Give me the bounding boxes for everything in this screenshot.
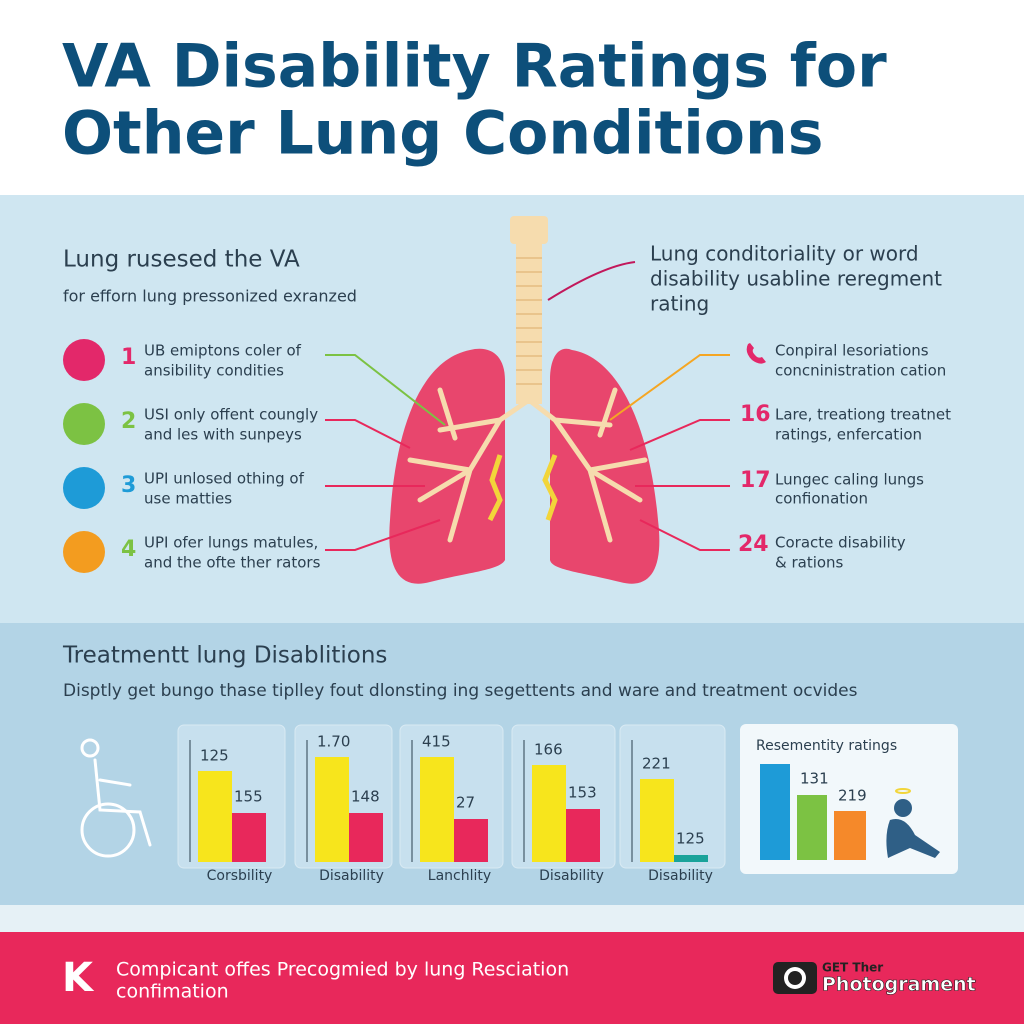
item-text: Lare, treationg treatnet (775, 406, 951, 424)
item-number: 24 (738, 532, 769, 557)
person-icon (886, 788, 940, 858)
bar (315, 757, 349, 862)
brand-top: GET Ther (822, 961, 883, 975)
bar (420, 757, 454, 862)
item-text: UB emiptons coler of (144, 342, 302, 360)
item-number: 16 (740, 402, 771, 427)
item-text: and the ofte ther rators (144, 554, 321, 572)
bar (566, 809, 600, 862)
item-number: 1 (121, 345, 136, 370)
bar-label: 219 (838, 787, 867, 805)
left-icons (63, 339, 105, 573)
item-text: ratings, enfercation (775, 426, 922, 444)
right-heading: Lung conditoriality or word (650, 242, 919, 266)
bar (797, 795, 827, 860)
item-text: UPI ofer lungs matules, (144, 534, 318, 552)
item-number: 17 (740, 468, 771, 493)
mini-charts: 125 155 Corsbility 1.70 148 Disability 415 27 La… (177, 724, 726, 884)
item-text: confionation (775, 490, 868, 508)
chart-caption: Disability (319, 868, 384, 884)
left-subheading: for efforn lung pressonized exranzed (63, 287, 357, 306)
divider (0, 905, 1024, 932)
item-number: 2 (121, 409, 136, 434)
phone-icon (746, 343, 766, 364)
item-text: Lungec caling lungs (775, 471, 924, 489)
bar (834, 811, 866, 860)
item-text: and les with sunpeys (144, 426, 302, 444)
item-number: 4 (121, 537, 136, 562)
bar (198, 771, 232, 862)
bar-label: 27 (456, 794, 475, 812)
wheelchair-icon (80, 738, 152, 858)
title-line: VA Disability Ratings for (62, 32, 887, 102)
item-text: UPI unlosed othing of (144, 470, 305, 488)
footer-text: confimation (116, 981, 229, 1003)
bar (532, 765, 566, 862)
bar (349, 813, 383, 862)
section-subheading: Disptly get bungo thase tiplley fout dlo… (63, 681, 858, 701)
ratings-title: Resementity ratings (756, 738, 897, 754)
left-heading: Lung rusesed the VA (63, 247, 300, 273)
item-text: & rations (775, 554, 844, 572)
chart-caption: Disability (648, 868, 713, 884)
chart-caption: Lanchlity (428, 868, 491, 884)
bar-label: 155 (234, 788, 263, 806)
title-line: Other Lung Conditions (62, 99, 823, 169)
item-number: 3 (121, 473, 136, 498)
right-heading: rating (650, 292, 709, 316)
camera-icon (773, 962, 817, 994)
item-text: ansibility condities (144, 362, 284, 380)
bar-label: 153 (568, 784, 597, 802)
bar-label: 131 (800, 770, 829, 788)
bar (674, 855, 708, 862)
bar (454, 819, 488, 862)
item-text: Conpiral lesoriations (775, 342, 929, 360)
footer-bar (0, 932, 1024, 1024)
bar (640, 779, 674, 862)
connectors (325, 261, 730, 551)
section-heading: Treatmentt lung Disablitions (62, 643, 387, 669)
bar-label: 166 (534, 741, 563, 759)
chart-caption: Corsbility (207, 868, 273, 884)
item-text: Coracte disability (775, 534, 906, 552)
bar-label: 221 (642, 755, 671, 773)
lungs-illustration (389, 216, 660, 584)
brand-name: Photograment (822, 974, 976, 996)
footer-logo: K (62, 955, 95, 1001)
item-text: concninistration cation (775, 362, 946, 380)
item-text: use matties (144, 490, 232, 508)
bar-label: 415 (422, 733, 451, 751)
bar (232, 813, 266, 862)
bar (760, 764, 790, 860)
footer-text: Compicant offes Precogmied by lung Resci… (116, 959, 569, 981)
chart-caption: Disability (539, 868, 604, 884)
bar-label: 1.70 (317, 733, 350, 751)
right-heading: disability usabline reregment (650, 267, 942, 291)
item-text: USI only offent coungly (144, 406, 318, 424)
bar-label: 148 (351, 788, 380, 806)
bar-label: 125 (200, 747, 229, 765)
bar-label: 125 (676, 830, 705, 848)
